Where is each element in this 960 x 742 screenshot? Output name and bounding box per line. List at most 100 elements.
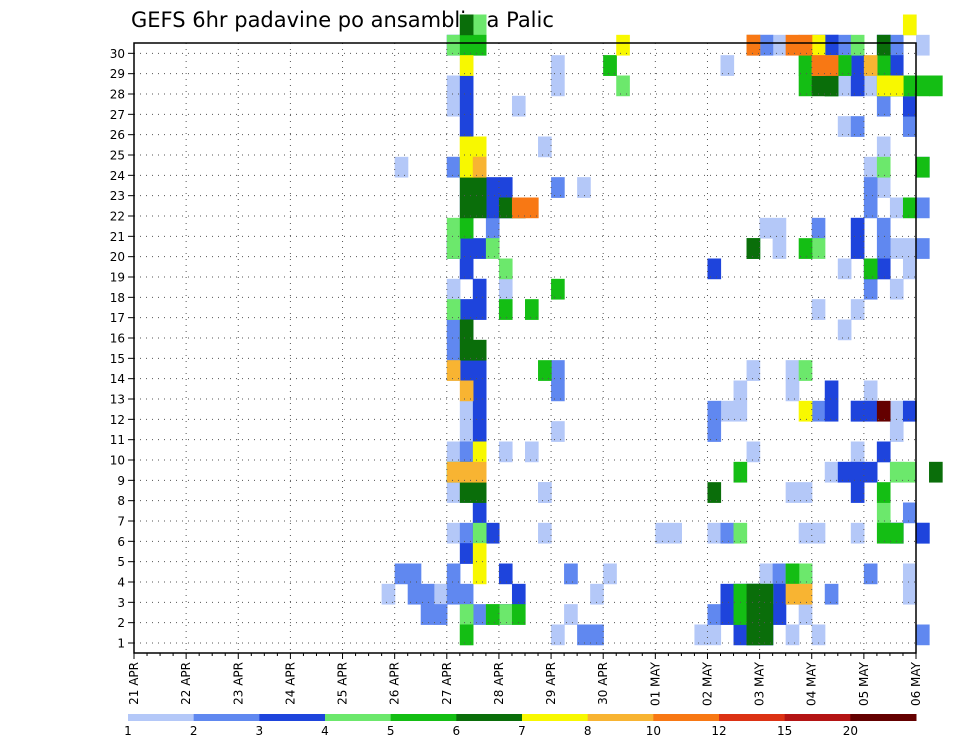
precip-cell xyxy=(459,55,474,76)
precip-cell xyxy=(446,75,461,97)
precip-cell xyxy=(707,604,722,625)
precip-cell xyxy=(785,583,800,605)
precip-cell xyxy=(720,604,735,625)
precip-cell xyxy=(538,136,552,158)
precip-cell xyxy=(811,400,826,422)
precip-cell xyxy=(772,34,787,56)
precip-cell xyxy=(694,624,709,646)
precip-cell xyxy=(472,339,487,361)
y-tick-label: 11 xyxy=(110,433,125,447)
precip-cell xyxy=(902,116,917,137)
precip-cell xyxy=(707,258,722,280)
precip-cell xyxy=(446,339,461,361)
precip-cell xyxy=(525,299,539,320)
precip-cell xyxy=(902,14,917,36)
y-axis-ticks: 1234567891011121314151617181920212223242… xyxy=(110,47,134,651)
y-tick-label: 23 xyxy=(110,189,125,203)
precip-cell xyxy=(472,177,487,198)
precip-cell xyxy=(577,177,591,198)
y-tick-label: 22 xyxy=(110,210,125,224)
precip-cell xyxy=(824,380,839,402)
x-tick-label: 26 APR xyxy=(388,662,402,705)
precip-cell xyxy=(876,177,891,198)
x-axis-ticks: 21 APR 22 APR 23 APR 24 APR 25 APR 26 APR 27 A… xyxy=(127,653,923,706)
precip-cell xyxy=(798,55,813,76)
precip-cell xyxy=(850,55,865,76)
precip-cell xyxy=(759,583,774,605)
precip-cell xyxy=(798,563,813,585)
precip-cell xyxy=(551,177,565,198)
y-tick-label: 20 xyxy=(110,250,125,264)
precip-cell xyxy=(472,238,487,259)
precip-cell xyxy=(655,522,669,544)
precip-cell xyxy=(472,360,487,381)
precip-cell xyxy=(485,238,500,259)
precip-cell xyxy=(407,583,422,605)
precip-cell xyxy=(916,156,930,178)
x-tick-label: 29 APR xyxy=(544,662,558,705)
precip-cell xyxy=(733,380,748,402)
precip-cell xyxy=(472,604,487,625)
precip-cell xyxy=(485,177,500,198)
precip-cell xyxy=(720,400,735,422)
precip-cell xyxy=(446,34,461,56)
precip-cell xyxy=(798,360,813,381)
precip-cell xyxy=(733,624,748,646)
precip-cell xyxy=(850,217,865,239)
legend-label: 4 xyxy=(321,724,329,738)
precip-cell xyxy=(902,400,917,422)
precip-cell xyxy=(798,522,813,544)
precip-cell xyxy=(707,421,722,442)
precip-cell xyxy=(916,34,930,56)
precip-cell xyxy=(889,461,904,483)
y-tick-label: 17 xyxy=(110,311,125,325)
precip-cell xyxy=(837,461,852,483)
legend-label: 20 xyxy=(843,724,858,738)
y-tick-label: 14 xyxy=(110,372,125,386)
precip-cell xyxy=(798,482,813,503)
y-tick-label: 8 xyxy=(117,494,125,508)
precip-cell xyxy=(564,563,578,585)
precip-cell xyxy=(916,522,930,544)
precip-cell xyxy=(876,75,891,97)
precip-cell xyxy=(472,522,487,544)
precip-cell xyxy=(446,156,461,178)
precip-cell xyxy=(472,278,487,300)
precip-cell xyxy=(707,522,722,544)
legend-label: 10 xyxy=(646,724,661,738)
precip-cell xyxy=(525,441,539,463)
precip-cell xyxy=(733,400,748,422)
legend-swatch xyxy=(653,714,720,721)
precip-cell xyxy=(564,604,578,625)
precip-cell xyxy=(889,278,904,300)
y-tick-label: 30 xyxy=(110,47,125,61)
precip-cell xyxy=(889,55,904,76)
precip-cell xyxy=(511,604,526,625)
precip-cell xyxy=(407,563,422,585)
precip-cell xyxy=(785,624,800,646)
precip-cell xyxy=(498,441,513,463)
y-tick-label: 24 xyxy=(110,169,125,183)
precip-cell xyxy=(472,299,487,320)
precip-cell xyxy=(876,400,891,422)
precip-cell xyxy=(876,34,891,56)
precip-cell xyxy=(824,75,839,97)
precip-cell xyxy=(381,583,396,605)
precip-cell xyxy=(616,34,630,56)
precip-cell xyxy=(772,604,787,625)
x-tick-label: 22 APR xyxy=(179,662,193,705)
precip-cell xyxy=(759,217,774,239)
precip-cell xyxy=(837,258,852,280)
y-tick-label: 4 xyxy=(117,576,125,590)
precip-cell xyxy=(420,604,435,625)
legend-swatch xyxy=(128,714,195,721)
y-tick-label: 3 xyxy=(117,596,125,610)
precip-cell xyxy=(472,400,487,422)
precip-cell xyxy=(472,421,487,442)
precip-cell xyxy=(746,441,761,463)
legend-swatch xyxy=(193,714,260,721)
precip-cell xyxy=(785,360,800,381)
precip-cell xyxy=(759,34,774,56)
precip-cell xyxy=(459,34,474,56)
precip-cell xyxy=(472,380,487,402)
